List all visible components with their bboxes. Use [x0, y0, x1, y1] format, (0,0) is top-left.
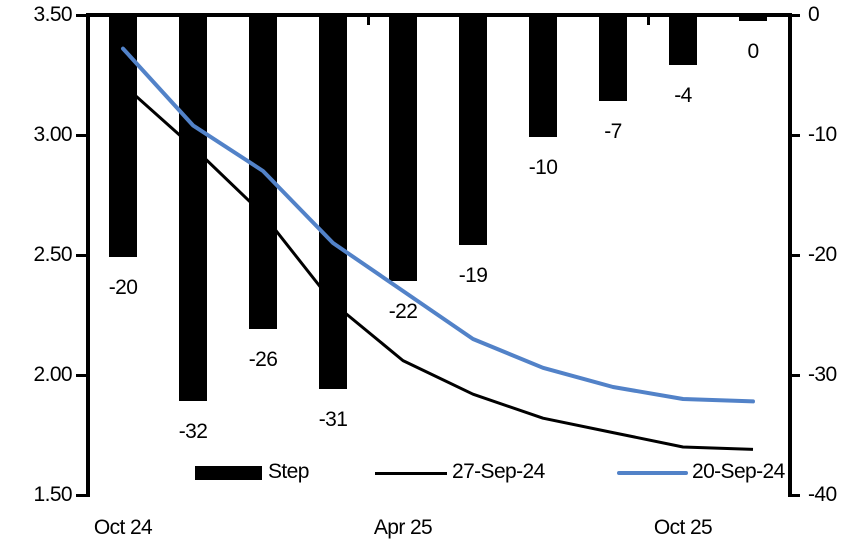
top-axis-line — [86, 13, 792, 17]
right-axis-tick-label: -20 — [808, 243, 837, 266]
bar-data-label: -32 — [178, 420, 208, 443]
step-bar — [669, 17, 697, 65]
legend-27-sep-24-label: 27-Sep-24 — [452, 460, 545, 483]
step-bar — [389, 17, 417, 281]
left-axis-tick — [76, 373, 88, 377]
top-axis-tick — [646, 17, 650, 25]
bar-data-label: -4 — [674, 84, 692, 107]
right-axis-tick-label: 0 — [808, 3, 820, 26]
step-bar — [109, 17, 137, 257]
right-axis-tick-label: -30 — [808, 363, 837, 386]
left-axis-tick-label: 3.50 — [33, 3, 73, 26]
left-axis-line — [86, 13, 90, 497]
bar-data-label: -10 — [528, 156, 558, 179]
step-bar — [529, 17, 557, 137]
right-axis-tick — [788, 373, 800, 377]
left-axis-tick — [76, 13, 88, 17]
left-axis-tick-label: 3.00 — [33, 123, 73, 146]
right-axis-tick-label: -40 — [808, 483, 837, 506]
left-axis-tick-label: 1.50 — [33, 483, 73, 506]
right-axis-tick — [788, 133, 800, 137]
x-axis-label: Oct 24 — [93, 516, 153, 539]
left-axis-tick — [76, 253, 88, 257]
x-axis-label: Apr 25 — [373, 516, 433, 539]
bar-data-label: -20 — [108, 276, 138, 299]
step-bar — [319, 17, 347, 389]
x-axis-label: Oct 25 — [653, 516, 713, 539]
bar-data-label: -19 — [458, 264, 488, 287]
step-bar — [459, 17, 487, 245]
legend-step-label: Step — [268, 460, 309, 483]
right-axis-tick-label: -10 — [808, 123, 837, 146]
line-27-sep-24 — [122, 83, 754, 451]
left-axis-tick-label: 2.00 — [33, 363, 73, 386]
legend-20-sep-24-label: 20-Sep-24 — [692, 460, 785, 483]
bar-data-label: -31 — [318, 408, 348, 431]
legend-step-swatch — [195, 466, 262, 480]
left-axis-tick-label: 2.50 — [33, 243, 73, 266]
bar-data-label: -22 — [388, 300, 418, 323]
legend-27-sep-24-swatch — [375, 472, 447, 475]
right-axis-tick — [788, 493, 800, 497]
legend-20-sep-24-swatch — [617, 471, 688, 475]
step-bar — [249, 17, 277, 329]
left-axis-tick — [76, 133, 88, 137]
step-bar — [739, 17, 767, 21]
bar-data-label: 0 — [747, 40, 759, 63]
bar-data-label: -7 — [604, 120, 622, 143]
right-axis-tick — [788, 13, 800, 17]
right-axis-tick — [788, 253, 800, 257]
left-axis-tick — [76, 493, 88, 497]
top-axis-tick — [366, 17, 370, 25]
bar-data-label: -26 — [248, 348, 278, 371]
step-bar — [179, 17, 207, 401]
step-bar — [599, 17, 627, 101]
